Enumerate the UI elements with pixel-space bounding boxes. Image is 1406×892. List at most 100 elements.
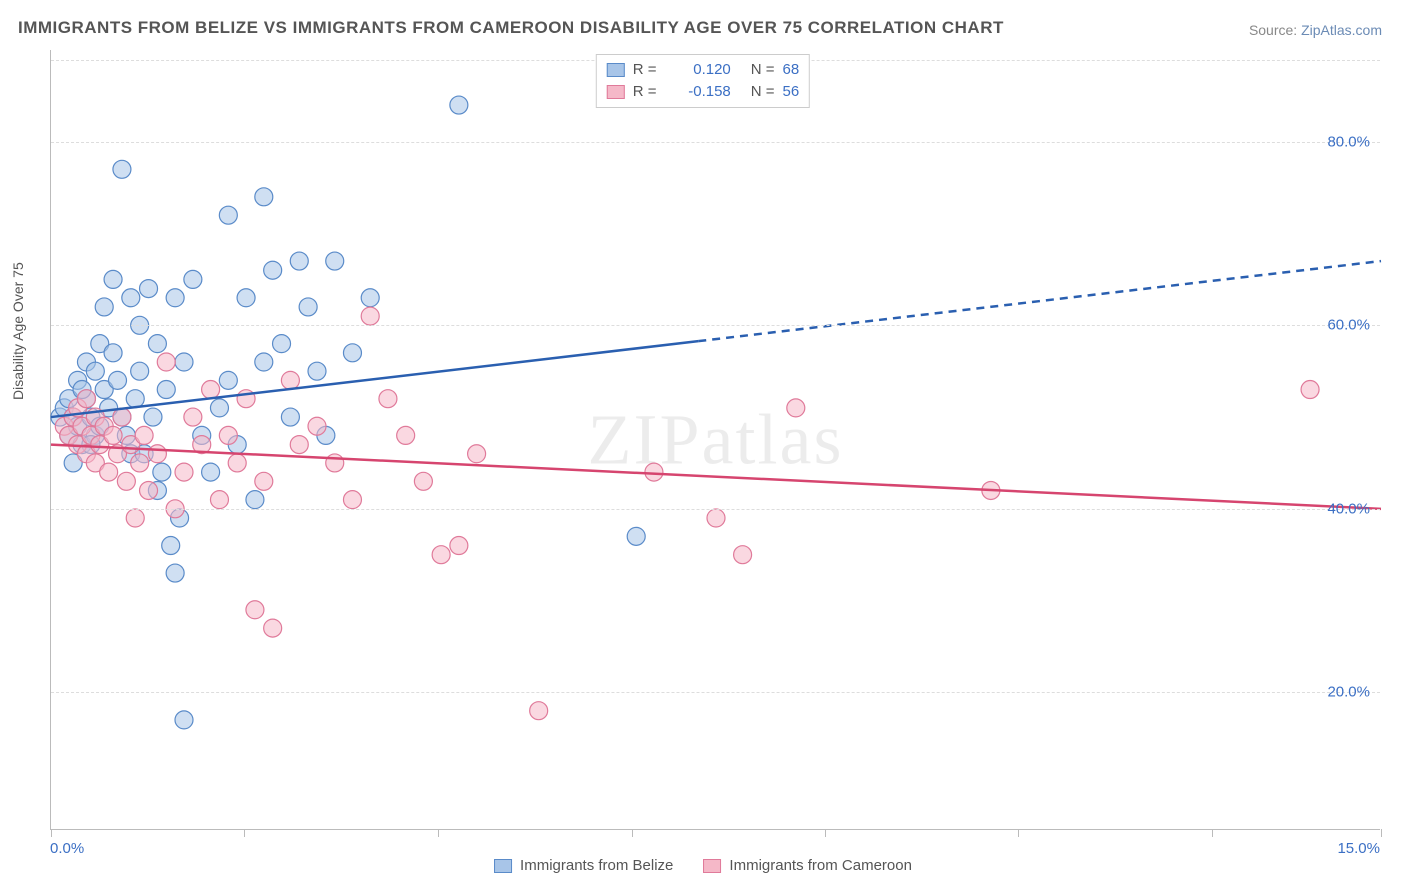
gridline (51, 325, 1380, 326)
n-value-belize: 68 (783, 59, 800, 81)
data-point (148, 335, 166, 353)
y-tick-label: 40.0% (1327, 500, 1370, 517)
data-point (144, 408, 162, 426)
data-point (450, 537, 468, 555)
legend-correlation: R = 0.120 N = 68 R = -0.158 N = 56 (596, 54, 810, 108)
data-point (432, 546, 450, 564)
data-point (246, 601, 264, 619)
r-value-cameroon: -0.158 (671, 81, 731, 103)
data-point (77, 390, 95, 408)
data-point (219, 206, 237, 224)
data-point (361, 289, 379, 307)
data-point (1301, 381, 1319, 399)
legend-item-cameroon: Immigrants from Cameroon (703, 857, 912, 874)
data-point (627, 527, 645, 545)
data-point (255, 188, 273, 206)
data-point (255, 353, 273, 371)
n-value-cameroon: 56 (783, 81, 800, 103)
r-label: R = (633, 81, 663, 103)
data-point (175, 711, 193, 729)
legend-row-cameroon: R = -0.158 N = 56 (607, 81, 799, 103)
data-point (117, 472, 135, 490)
data-point (219, 371, 237, 389)
data-point (113, 408, 131, 426)
data-point (290, 252, 308, 270)
swatch-cameroon (607, 85, 625, 99)
y-tick-label: 80.0% (1327, 133, 1370, 150)
data-point (210, 491, 228, 509)
data-point (184, 408, 202, 426)
data-point (299, 298, 317, 316)
r-value-belize: 0.120 (671, 59, 731, 81)
data-point (787, 399, 805, 417)
data-point (104, 344, 122, 362)
data-point (273, 335, 291, 353)
data-point (281, 408, 299, 426)
data-point (246, 491, 264, 509)
trend-line-dashed (698, 261, 1381, 341)
x-tick-max: 15.0% (1337, 840, 1380, 857)
data-point (184, 270, 202, 288)
y-tick-label: 20.0% (1327, 684, 1370, 701)
data-point (157, 381, 175, 399)
data-point (166, 564, 184, 582)
data-point (308, 417, 326, 435)
data-point (166, 289, 184, 307)
data-point (734, 546, 752, 564)
data-point (255, 472, 273, 490)
x-tick (244, 829, 245, 837)
y-tick-label: 60.0% (1327, 317, 1370, 334)
swatch-belize (494, 859, 512, 873)
source-prefix: Source: (1249, 22, 1301, 38)
data-point (326, 252, 344, 270)
data-point (135, 426, 153, 444)
data-point (361, 307, 379, 325)
data-point (109, 371, 127, 389)
data-point (95, 298, 113, 316)
gridline (51, 509, 1380, 510)
data-point (162, 537, 180, 555)
gridline (51, 142, 1380, 143)
data-point (202, 381, 220, 399)
n-label: N = (751, 59, 775, 81)
data-point (202, 463, 220, 481)
data-point (126, 509, 144, 527)
data-point (450, 96, 468, 114)
data-point (175, 463, 193, 481)
data-point (530, 702, 548, 720)
series-label-belize: Immigrants from Belize (520, 857, 673, 874)
x-tick (632, 829, 633, 837)
legend-series: Immigrants from Belize Immigrants from C… (494, 857, 912, 874)
n-label: N = (751, 81, 775, 103)
gridline (51, 692, 1380, 693)
chart-title: IMMIGRANTS FROM BELIZE VS IMMIGRANTS FRO… (18, 18, 1004, 38)
data-point (343, 344, 361, 362)
data-point (153, 463, 171, 481)
data-point (237, 289, 255, 307)
source-attribution: Source: ZipAtlas.com (1249, 22, 1382, 38)
data-point (468, 445, 486, 463)
x-tick (1381, 829, 1382, 837)
data-point (308, 362, 326, 380)
data-point (414, 472, 432, 490)
data-point (326, 454, 344, 472)
data-point (228, 454, 246, 472)
series-label-cameroon: Immigrants from Cameroon (729, 857, 912, 874)
data-point (397, 426, 415, 444)
data-point (113, 160, 131, 178)
data-point (140, 280, 158, 298)
data-point (126, 390, 144, 408)
data-point (100, 463, 118, 481)
data-point (290, 436, 308, 454)
data-point (86, 362, 104, 380)
data-point (281, 371, 299, 389)
data-point (157, 353, 175, 371)
data-point (104, 426, 122, 444)
legend-item-belize: Immigrants from Belize (494, 857, 673, 874)
data-point (707, 509, 725, 527)
data-point (175, 353, 193, 371)
data-point (148, 445, 166, 463)
plot-area: ZIPatlas 20.0%40.0%60.0%80.0% (50, 50, 1380, 830)
data-point (264, 261, 282, 279)
source-link[interactable]: ZipAtlas.com (1301, 22, 1382, 38)
